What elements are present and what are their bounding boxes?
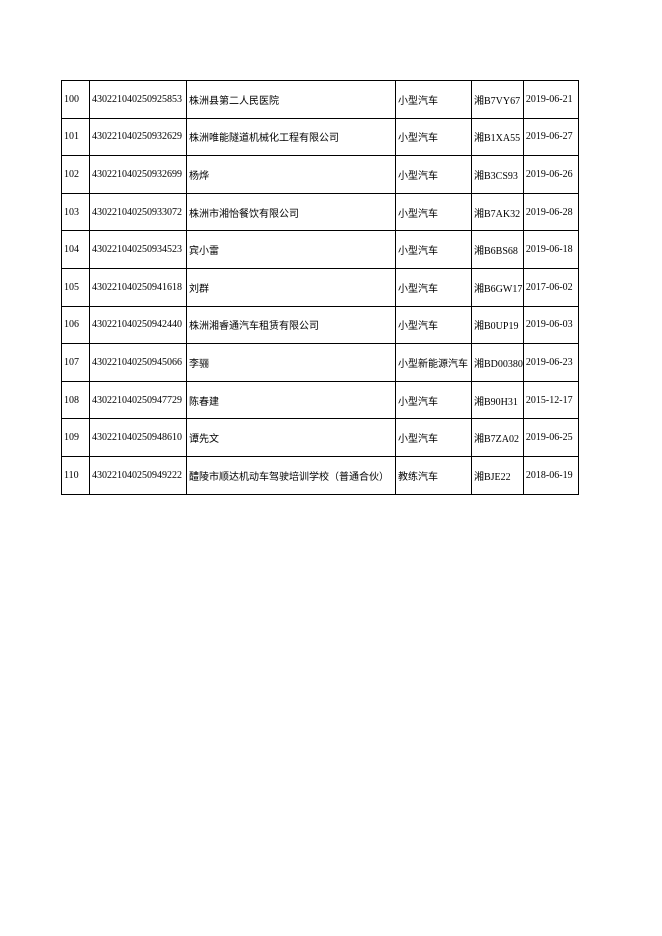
row-number: 107	[61, 343, 90, 382]
record-id: 430221040250948610	[89, 418, 187, 457]
row-number: 108	[61, 380, 90, 420]
row-number: 102	[61, 155, 90, 194]
plate-number: 湘B7VY67	[471, 80, 524, 119]
table-row: 100 430221040250925853 株洲县第二人民医院 小型汽车 湘B7VY6…	[61, 80, 579, 119]
vehicle-type: 小型汽车	[395, 267, 472, 307]
owner-name: 株洲县第二人民医院	[186, 80, 396, 119]
table-row: 106 430221040250942440 株洲湘睿通汽车租赁有限公司 小型汽车 湘B…	[61, 305, 579, 345]
date: 2019-06-21	[522, 80, 579, 119]
table-row: 105 430221040250941618 刘群 小型汽车 湘B6GW17 2017-0…	[61, 267, 579, 307]
table-row: 102 430221040250932699 杨烨 小型汽车 湘B3CS93 2019-0…	[61, 155, 579, 194]
plate-number: 湘B90H31	[471, 380, 524, 420]
vehicle-type: 小型汽车	[395, 305, 472, 345]
owner-name: 陈春建	[186, 380, 396, 420]
vehicle-table: 100 430221040250925853 株洲县第二人民医院 小型汽车 湘B7VY6…	[61, 80, 579, 495]
plate-number: 湘B7AK32	[471, 192, 524, 232]
row-number: 109	[61, 418, 90, 457]
plate-number: 湘B6BS68	[471, 230, 524, 269]
table-row: 101 430221040250932629 株洲唯能隧道机械化工程有限公司 小型汽车…	[61, 117, 579, 157]
vehicle-type: 小型汽车	[395, 117, 472, 157]
plate-number: 湘B1XA55	[471, 117, 524, 157]
vehicle-type: 小型汽车	[395, 380, 472, 420]
vehicle-type: 小型汽车	[395, 80, 472, 119]
row-number: 103	[61, 192, 90, 232]
record-id: 430221040250933072	[89, 192, 187, 232]
table-row: 104 430221040250934523 宾小雷 小型汽车 湘B6BS68 2019-…	[61, 230, 579, 269]
plate-number: 湘BJE22	[471, 455, 524, 495]
date: 2019-06-28	[522, 192, 579, 232]
owner-name: 醴陵市顺达机动车驾驶培训学校（普通合伙）	[186, 455, 396, 495]
plate-number: 湘B6GW17	[471, 267, 524, 307]
table-row: 109 430221040250948610 谭先文 小型汽车 湘B7ZA02 2019-…	[61, 418, 579, 457]
record-id: 430221040250932699	[89, 155, 187, 194]
vehicle-type: 教练汽车	[395, 455, 472, 495]
record-id: 430221040250934523	[89, 230, 187, 269]
date: 2019-06-27	[522, 117, 579, 157]
row-number: 106	[61, 305, 90, 345]
date: 2015-12-17	[522, 380, 579, 420]
row-number: 110	[61, 455, 90, 495]
record-id: 430221040250925853	[89, 80, 187, 119]
owner-name: 谭先文	[186, 418, 396, 457]
vehicle-type: 小型汽车	[395, 155, 472, 194]
plate-number: 湘B3CS93	[471, 155, 524, 194]
date: 2019-06-18	[522, 230, 579, 269]
owner-name: 刘群	[186, 267, 396, 307]
record-id: 430221040250945066	[89, 343, 187, 382]
plate-number: 湘B7ZA02	[471, 418, 524, 457]
row-number: 104	[61, 230, 90, 269]
date: 2019-06-23	[522, 343, 579, 382]
vehicle-type: 小型汽车	[395, 418, 472, 457]
date: 2019-06-26	[522, 155, 579, 194]
vehicle-type: 小型汽车	[395, 192, 472, 232]
owner-name: 杨烨	[186, 155, 396, 194]
date: 2017-06-02	[522, 267, 579, 307]
owner-name: 李骊	[186, 343, 396, 382]
table-row: 108 430221040250947729 陈春建 小型汽车 湘B90H31 2015-…	[61, 380, 579, 420]
vehicle-type: 小型汽车	[395, 230, 472, 269]
record-id: 430221040250942440	[89, 305, 187, 345]
vehicle-type: 小型新能源汽车	[395, 343, 472, 382]
record-id: 430221040250949222	[89, 455, 187, 495]
row-number: 101	[61, 117, 90, 157]
date: 2019-06-03	[522, 305, 579, 345]
date: 2018-06-19	[522, 455, 579, 495]
plate-number: 湘B0UP19	[471, 305, 524, 345]
record-id: 430221040250941618	[89, 267, 187, 307]
record-id: 430221040250932629	[89, 117, 187, 157]
table-row: 107 430221040250945066 李骊 小型新能源汽车 湘BD00380 20…	[61, 343, 579, 382]
owner-name: 株洲唯能隧道机械化工程有限公司	[186, 117, 396, 157]
owner-name: 宾小雷	[186, 230, 396, 269]
table-row: 110 430221040250949222 醴陵市顺达机动车驾驶培训学校（普通合伙…	[61, 455, 579, 495]
owner-name: 株洲市湘怡餐饮有限公司	[186, 192, 396, 232]
table-row: 103 430221040250933072 株洲市湘怡餐饮有限公司 小型汽车 湘B7A…	[61, 192, 579, 232]
row-number: 100	[61, 80, 90, 119]
owner-name: 株洲湘睿通汽车租赁有限公司	[186, 305, 396, 345]
record-id: 430221040250947729	[89, 380, 187, 420]
row-number: 105	[61, 267, 90, 307]
plate-number: 湘BD00380	[471, 343, 524, 382]
date: 2019-06-25	[522, 418, 579, 457]
